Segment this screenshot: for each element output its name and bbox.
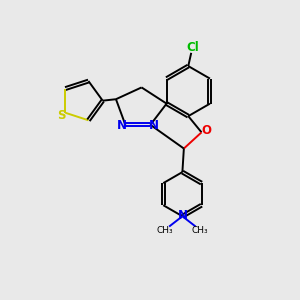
Text: O: O bbox=[202, 124, 212, 137]
Text: N: N bbox=[149, 119, 159, 132]
Text: S: S bbox=[57, 109, 65, 122]
Text: N: N bbox=[177, 209, 188, 222]
Text: Cl: Cl bbox=[186, 41, 199, 54]
Text: CH₃: CH₃ bbox=[192, 226, 208, 236]
Text: CH₃: CH₃ bbox=[156, 226, 173, 236]
Text: N: N bbox=[117, 119, 127, 132]
